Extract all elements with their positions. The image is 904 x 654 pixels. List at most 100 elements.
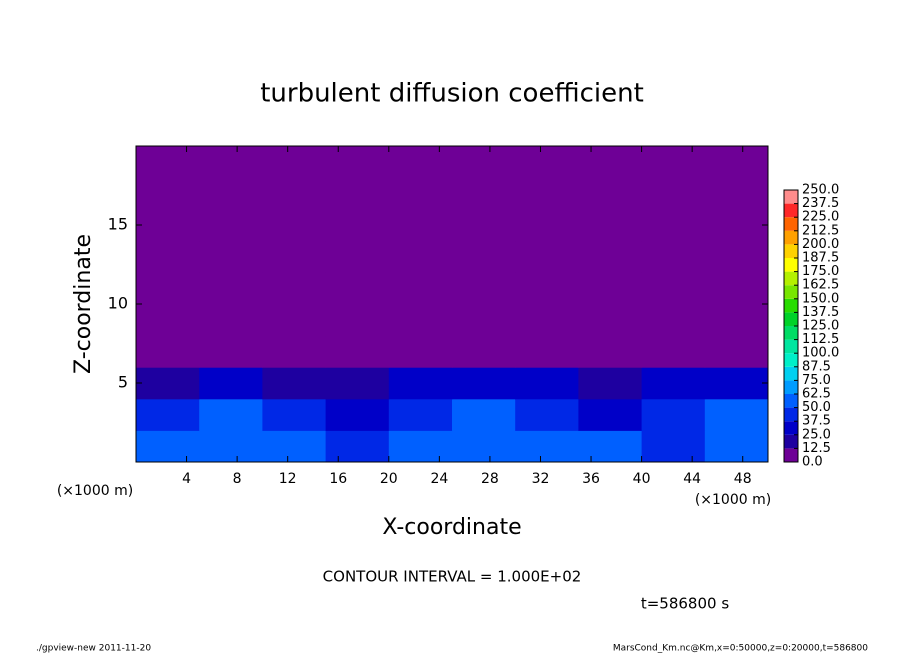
- heatmap-cell: [515, 209, 579, 242]
- colorbar-cell: [784, 285, 798, 299]
- heatmap-cell: [136, 272, 200, 305]
- colorbar-cell: [784, 366, 798, 381]
- heatmap-cell: [199, 398, 263, 431]
- heatmap-cell: [388, 430, 453, 463]
- heatmap-cell: [578, 335, 643, 368]
- y-tick-label: 5: [118, 373, 128, 392]
- heatmap-cell: [136, 209, 200, 242]
- colorbar-label: 225.0: [802, 210, 839, 225]
- heatmap-cell: [704, 430, 769, 463]
- heatmap-cell: [325, 304, 390, 337]
- colorbar-label: 175.0: [802, 264, 839, 279]
- colorbar-label: 100.0: [802, 346, 839, 361]
- heatmap-cell: [578, 209, 643, 242]
- x-tick-label: 28: [481, 471, 499, 487]
- colorbar-cell: [784, 312, 798, 326]
- heatmap-cell: [704, 272, 769, 305]
- heatmap-cell: [452, 430, 516, 463]
- colorbar-label: 62.5: [802, 387, 831, 402]
- heatmap-cell: [641, 367, 706, 400]
- x-tick-label: 4: [182, 471, 191, 487]
- heatmap-cell: [704, 398, 769, 431]
- colorbar-label: 200.0: [802, 237, 839, 252]
- x-tick-label: 16: [329, 471, 347, 487]
- colorbar-cell: [784, 448, 798, 462]
- heatmap-cell: [262, 335, 327, 368]
- heatmap-cell: [578, 177, 643, 210]
- heatmap-cell: [515, 335, 579, 368]
- heatmap-cell: [325, 430, 390, 463]
- colorbar-label: 25.0: [802, 427, 831, 442]
- heatmap-cell: [199, 272, 263, 305]
- x-tick-label: 40: [633, 471, 651, 487]
- heatmap-cell: [515, 430, 579, 463]
- x-tick-label: 48: [734, 471, 752, 487]
- heatmap-cell: [262, 240, 327, 273]
- footer-left: ./gpview-new 2011-11-20: [36, 644, 151, 654]
- x-tick-label: 20: [380, 471, 398, 487]
- heatmap-cell: [515, 304, 579, 337]
- heatmap-cell: [704, 335, 769, 368]
- x-tick-label: 24: [430, 471, 448, 487]
- heatmap-cell: [515, 367, 579, 400]
- heatmap-cell: [452, 335, 516, 368]
- heatmap-cell: [199, 146, 263, 179]
- colorbar-cell: [784, 339, 798, 354]
- heatmap-cell: [136, 177, 200, 210]
- heatmap-cell: [452, 177, 516, 210]
- heatmap-cell: [641, 272, 706, 305]
- colorbar-cell: [784, 230, 798, 245]
- colorbar-cell: [784, 434, 798, 449]
- heatmap-cell: [515, 398, 579, 431]
- heatmap-cell: [641, 209, 706, 242]
- colorbar-label: 125.0: [802, 319, 839, 334]
- heatmap-cell: [388, 367, 453, 400]
- heatmap-cell: [452, 367, 516, 400]
- heatmap-cell: [262, 304, 327, 337]
- heatmap-cell: [641, 398, 706, 431]
- heatmap-cell: [262, 209, 327, 242]
- heatmap-cell: [452, 272, 516, 305]
- heatmap-cell: [452, 240, 516, 273]
- heatmap-cell: [199, 367, 263, 400]
- heatmap-cell: [578, 240, 643, 273]
- colorbar-cell: [784, 380, 798, 394]
- heatmap-cell: [325, 272, 390, 305]
- x-axis-label: X-coordinate: [382, 515, 521, 540]
- chart-title: turbulent diffusion coefficient: [260, 79, 644, 109]
- heatmap-cell: [641, 177, 706, 210]
- heatmap-cell: [515, 240, 579, 273]
- heatmap-cell: [515, 146, 579, 179]
- heatmap-cell: [136, 240, 200, 273]
- heatmap-cell: [515, 177, 579, 210]
- heatmap-cell: [262, 367, 327, 400]
- footer-right: MarsCond_Km.nc@Km,x=0:50000,z=0:20000,t=…: [613, 644, 868, 654]
- heatmap-cell: [452, 398, 516, 431]
- heatmap-cell: [199, 304, 263, 337]
- heatmap-cell: [641, 430, 706, 463]
- heatmap-cell: [515, 272, 579, 305]
- colorbar-cell: [784, 421, 798, 435]
- heatmap-cell: [199, 209, 263, 242]
- heatmap-cell: [199, 335, 263, 368]
- colorbar-cell: [784, 353, 798, 367]
- colorbar-cell: [784, 244, 798, 258]
- heatmap-cell: [136, 304, 200, 337]
- heatmap-cell: [388, 177, 453, 210]
- colorbar-cell: [784, 326, 798, 340]
- heatmap-cell: [325, 335, 390, 368]
- heatmap-cell: [578, 398, 643, 431]
- heatmap-cell: [578, 146, 643, 179]
- heatmap-cell: [262, 177, 327, 210]
- y-tick-label: 10: [108, 294, 128, 313]
- heatmap-cell: [578, 304, 643, 337]
- heatmap-cell: [704, 209, 769, 242]
- heatmap-cell: [641, 335, 706, 368]
- colorbar-label: 50.0: [802, 400, 831, 415]
- x-tick-label: 32: [532, 471, 550, 487]
- heatmap-cell: [641, 304, 706, 337]
- colorbar-cell: [784, 271, 798, 286]
- colorbar-label: 37.5: [802, 414, 831, 429]
- heatmap-cell: [325, 367, 390, 400]
- colorbar-cell: [784, 203, 798, 218]
